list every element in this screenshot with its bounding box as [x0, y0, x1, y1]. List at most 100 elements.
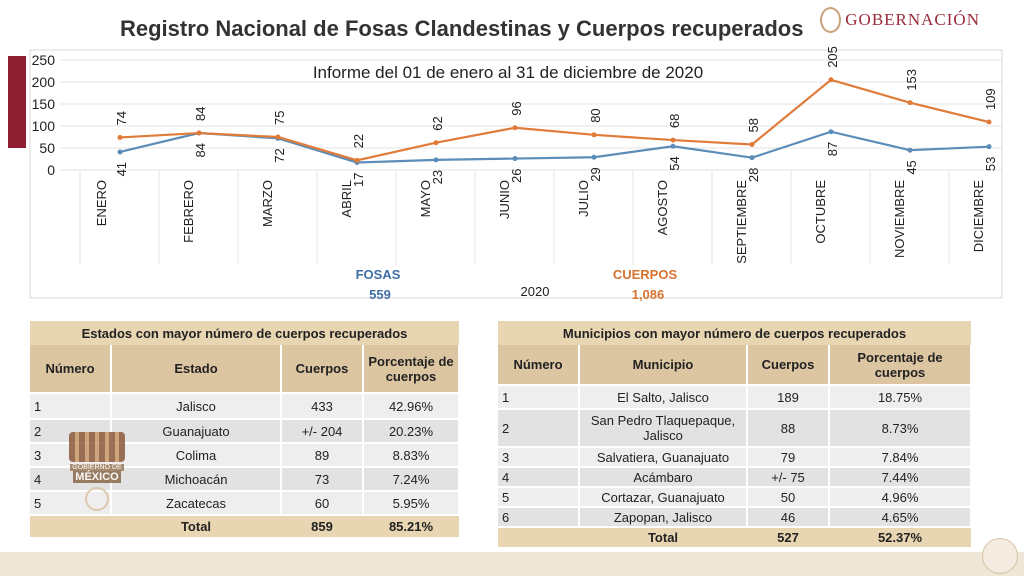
cell-municipio: San Pedro Tlaquepaque, Jalisco: [579, 409, 748, 448]
cell-cuerpos: 73: [281, 467, 364, 492]
table-row: 1 Jalisco 433 42.96%: [30, 393, 460, 420]
series-line-cuerpos: [119, 78, 990, 162]
data-label-fosas: 54: [667, 156, 682, 170]
data-label-cuerpos: 22: [351, 134, 366, 148]
x-tick-label: DICIEMBRE: [971, 180, 986, 253]
cell-porcentaje: 5.95%: [363, 491, 460, 516]
data-label-cuerpos: 153: [904, 69, 919, 91]
cell-porcentaje: 4.96%: [829, 487, 972, 508]
header-cuerpos: Cuerpos: [281, 345, 364, 394]
data-label-cuerpos: 205: [825, 46, 840, 68]
y-tick-label: 150: [32, 96, 56, 112]
header-cuerpos: Cuerpos: [747, 345, 830, 386]
data-point-cuerpos: [275, 134, 281, 140]
estados-title: Estados con mayor número de cuerpos recu…: [81, 325, 408, 341]
accent-bar: [8, 56, 26, 148]
data-point-fosas: [433, 157, 439, 163]
cell-numero: 5: [498, 487, 580, 508]
cell-municipio: Acámbaro: [579, 467, 748, 488]
y-tick-label: 50: [39, 140, 55, 156]
data-label-fosas: 26: [509, 169, 524, 183]
data-label-fosas: 84: [193, 143, 208, 157]
estados-title-row: Estados con mayor número de cuerpos recu…: [30, 321, 459, 345]
estados-table: Estados con mayor número de cuerpos recu…: [30, 321, 460, 537]
data-point-fosas: [512, 156, 518, 162]
chart-subtitle: Informe del 01 de enero al 31 de diciemb…: [313, 63, 703, 82]
cell-cuerpos: 79: [747, 447, 830, 468]
cell-porcentaje: 8.83%: [363, 443, 460, 468]
data-label-cuerpos: 58: [746, 118, 761, 132]
data-point-fosas: [828, 129, 834, 135]
data-label-cuerpos: 62: [430, 116, 445, 130]
cell-porcentaje: 7.44%: [829, 467, 972, 488]
table-row: 3 Salvatiera, Guanajuato 79 7.84%: [498, 447, 972, 468]
data-point-fosas: [907, 147, 913, 153]
legend-fosas-name: FOSAS: [356, 267, 401, 282]
cell-estado: Colima: [111, 443, 282, 468]
table-row: 5 Cortazar, Guanajuato 50 4.96%: [498, 487, 972, 508]
cell-numero: 6: [498, 507, 580, 528]
data-label-cuerpos: 68: [667, 114, 682, 128]
table-row: 2 Guanajuato +/- 204 20.23%: [30, 419, 460, 444]
table-row: 6 Zapopan, Jalisco 46 4.65%: [498, 507, 972, 528]
series-layer: [117, 77, 992, 166]
data-point-fosas: [986, 144, 992, 150]
data-label-fosas: 41: [114, 162, 129, 176]
header-numero: Número: [30, 345, 112, 394]
x-tick-label: JUNIO: [497, 180, 512, 219]
cell-estado: Michoacán: [111, 467, 282, 492]
cell-cuerpos: 46: [747, 507, 830, 528]
x-tick-label: OCTUBRE: [813, 180, 828, 244]
data-point-fosas: [670, 143, 676, 149]
data-point-cuerpos: [907, 100, 913, 106]
municipios-title-row: Municipios con mayor número de cuerpos r…: [498, 321, 971, 345]
total-empty: [498, 527, 579, 547]
cell-estado: Jalisco: [111, 393, 282, 420]
cell-cuerpos: 88: [747, 409, 830, 448]
cell-cuerpos: 189: [747, 385, 830, 410]
total-porcentaje: 52.37%: [877, 530, 923, 545]
header-estado: Estado: [111, 345, 282, 394]
gobernacion-logo: GOBERNACIÓN: [820, 6, 980, 34]
label-layer: 41 84 72 17 23 26 29 54 28 87 45 53 74 84 75 22 62 96 80 68…: [114, 46, 998, 187]
data-label-fosas: 45: [904, 160, 919, 174]
cell-cuerpos: +/- 204: [281, 419, 364, 444]
x-tick-label: MAYO: [418, 180, 433, 217]
cell-numero: 3: [498, 447, 580, 468]
watermark-seal-icon: [85, 487, 109, 511]
heroes-icon: [69, 432, 125, 462]
cell-estado: Zacatecas: [111, 491, 282, 516]
table-row: 2 San Pedro Tlaquepaque, Jalisco 88 8.73%: [498, 409, 972, 448]
x-tick-label: NOVIEMBRE: [892, 180, 907, 258]
data-label-cuerpos: 109: [983, 88, 998, 110]
header-porcentaje: Porcentaje de cuerpos: [363, 345, 460, 394]
municipios-body: 1 El Salto, Jalisco 189 18.75% 2 San Pedro Tl…: [498, 385, 972, 528]
y-tick-label: 100: [32, 118, 56, 134]
data-label-fosas: 29: [588, 167, 603, 181]
gobierno-mexico-watermark: GOBIERNO DE MÉXICO: [66, 432, 128, 518]
data-label-cuerpos: 75: [272, 111, 287, 125]
header-porcentaje: Porcentaje de cuerpos: [829, 345, 972, 386]
cell-porcentaje: 18.75%: [829, 385, 972, 410]
municipios-total-row: Total 527 52.37%: [498, 527, 971, 547]
cell-cuerpos: +/- 75: [747, 467, 830, 488]
data-label-fosas: 17: [351, 173, 366, 187]
cell-porcentaje: 8.73%: [829, 409, 972, 448]
legend-cuerpos-total: 1,086: [632, 287, 665, 302]
data-label-fosas: 23: [430, 170, 445, 184]
x-tick-label: ABRIL: [339, 180, 354, 218]
data-point-cuerpos: [591, 132, 597, 138]
logo-text: GOBERNACIÓN: [845, 10, 980, 29]
data-point-fosas: [117, 149, 123, 155]
cell-cuerpos: 50: [747, 487, 830, 508]
cell-porcentaje: 7.84%: [829, 447, 972, 468]
total-cuerpos: 527: [777, 530, 799, 545]
x-tick-label: SEPTIEMBRE: [734, 180, 749, 264]
data-point-cuerpos: [670, 137, 676, 143]
data-point-cuerpos: [749, 141, 755, 147]
legend-fosas-total: 559: [369, 287, 391, 302]
chart-svg: 0 50 100 150 200 250 ENERO FEBRERO MARZO ABRIL MAY…: [29, 46, 1003, 302]
cell-porcentaje: 4.65%: [829, 507, 972, 528]
line-chart: 0 50 100 150 200 250 ENERO FEBRERO MARZO ABRIL MAY…: [29, 46, 1003, 302]
header-numero: Número: [498, 345, 580, 386]
